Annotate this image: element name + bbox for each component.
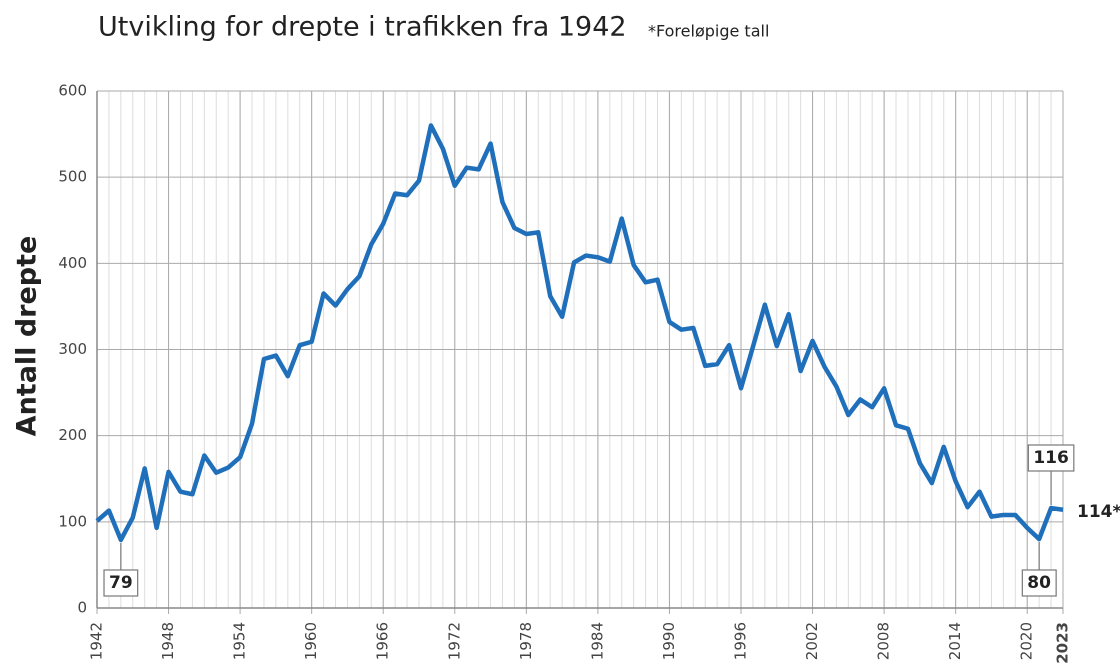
data-label-group: 116	[1027, 444, 1075, 472]
data-label-box	[1027, 444, 1075, 472]
y-axis-label: Antall drepte	[12, 236, 43, 437]
x-tick-label: 2008	[875, 622, 893, 660]
x-tick-label: 1972	[445, 622, 463, 660]
data-label: 116	[1033, 448, 1069, 468]
y-tick-label: 500	[58, 168, 87, 186]
chart-title: Utvikling for drepte i trafikken fra 194…	[98, 12, 627, 43]
data-label: 114*	[1077, 502, 1120, 522]
y-tick-label: 0	[77, 599, 87, 617]
x-tick-label: 2020	[1018, 622, 1036, 660]
data-label-box	[103, 569, 139, 597]
data-label-group: 114*	[1072, 498, 1120, 525]
data-label-group: 80	[1021, 569, 1057, 597]
x-tick-label: 2002	[803, 622, 821, 660]
data-label-box	[1072, 498, 1120, 525]
data-label: 80	[1027, 573, 1051, 593]
data-label: 79	[109, 573, 133, 593]
x-tick-label: 1942	[88, 622, 106, 660]
x-tick-label: 1996	[732, 622, 750, 660]
x-tick-label: 1948	[159, 622, 177, 660]
x-tick-label: 1978	[517, 622, 535, 660]
data-label-box	[1021, 569, 1057, 597]
y-tick-label: 400	[58, 254, 87, 272]
x-tick-label: 1960	[302, 622, 320, 660]
x-tick-label: 1990	[660, 622, 678, 660]
x-tick-label: 2023	[1054, 622, 1072, 664]
y-tick-label: 200	[58, 426, 87, 444]
data-label-group: 79	[103, 569, 139, 597]
x-tick-label: 2014	[946, 622, 964, 660]
y-tick-label: 100	[58, 512, 87, 530]
y-tick-label: 600	[58, 82, 87, 100]
y-tick-label: 300	[58, 340, 87, 358]
line	[95, 123, 1064, 543]
chart-subtitle: *Foreløpige tall	[648, 22, 769, 41]
x-tick-label: 1954	[231, 622, 249, 660]
x-tick-label: 1966	[374, 622, 392, 660]
x-tick-label: 1984	[588, 622, 606, 660]
